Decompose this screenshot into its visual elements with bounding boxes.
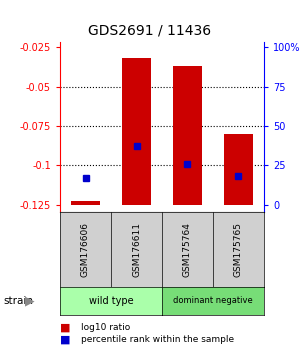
- Bar: [122, 58, 151, 205]
- Text: ■: ■: [60, 335, 70, 345]
- Text: ▶: ▶: [25, 295, 35, 307]
- Text: percentile rank within the sample: percentile rank within the sample: [81, 335, 234, 344]
- Text: log10 ratio: log10 ratio: [81, 323, 130, 332]
- Text: GSM175764: GSM175764: [183, 222, 192, 277]
- Bar: [71, 201, 100, 205]
- Text: dominant negative: dominant negative: [173, 296, 253, 306]
- Text: GDS2691 / 11436: GDS2691 / 11436: [88, 23, 212, 37]
- Text: GSM176611: GSM176611: [132, 222, 141, 277]
- Text: GSM176606: GSM176606: [81, 222, 90, 277]
- Bar: [173, 66, 202, 205]
- Text: ■: ■: [60, 322, 70, 332]
- Text: wild type: wild type: [89, 296, 133, 306]
- Text: GSM175765: GSM175765: [234, 222, 243, 277]
- Bar: [224, 134, 253, 205]
- Text: strain: strain: [3, 296, 33, 306]
